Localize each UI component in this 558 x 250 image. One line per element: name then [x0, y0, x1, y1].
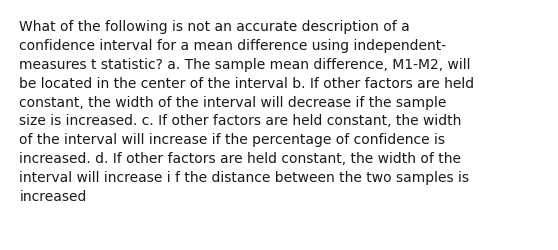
Text: What of the following is not an accurate description of a
confidence interval fo: What of the following is not an accurate… [20, 20, 474, 204]
